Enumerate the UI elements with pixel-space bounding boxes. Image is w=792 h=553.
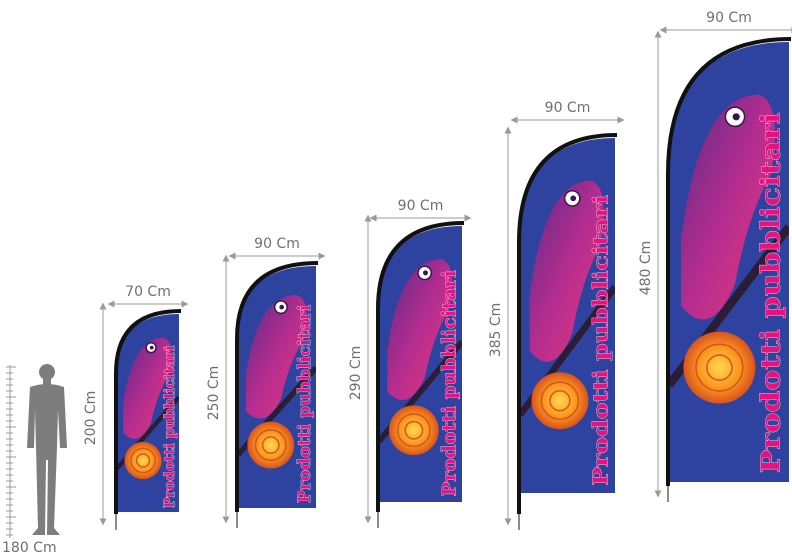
flag-slogan: Prodotti pubblicitari (439, 270, 460, 496)
flag-height-label: 385 Cm (488, 303, 504, 358)
spiral-tail (531, 372, 589, 430)
feather-flag: Prodotti pubblicitari 90 Cm 290 Cm (348, 198, 472, 528)
chameleon-body (387, 259, 453, 401)
person-height-label: 180 Cm (2, 540, 57, 553)
chameleon-body (529, 180, 604, 362)
flag-pole (666, 37, 792, 486)
feather-flag: Prodotti pubblicitari 70 Cm 200 Cm (83, 284, 189, 530)
feather-flag: Prodotti pubblicitari 90 Cm 250 Cm (206, 236, 326, 528)
flag-slogan: Prodotti pubblicitari (162, 346, 178, 508)
flag-width-label: 90 Cm (545, 100, 591, 116)
flag-width-label: 90 Cm (254, 236, 300, 252)
flag-width-label: 90 Cm (706, 10, 752, 26)
flag-height-label: 290 Cm (348, 346, 364, 401)
spiral-tail (388, 405, 439, 456)
flag-height-label: 250 Cm (206, 366, 222, 421)
chameleon-body (123, 337, 172, 439)
spiral-tail (683, 331, 756, 404)
flag-pole (114, 309, 182, 514)
height-ruler (6, 365, 16, 538)
spiral-tail (124, 441, 162, 480)
person-figure: 180 Cm (2, 364, 67, 553)
chameleon-body (681, 94, 775, 320)
feather-flag: Prodotti pubblicitari 90 Cm 385 Cm (488, 100, 625, 530)
chameleon-artwork (238, 295, 316, 469)
flag-width-label: 90 Cm (398, 198, 444, 214)
flag-pole (517, 133, 618, 514)
flag-width-label: 70 Cm (125, 284, 171, 300)
chameleon-artwork (520, 180, 615, 430)
feather-flag: Prodotti pubblicitari 90 Cm 480 Cm (638, 10, 792, 502)
chameleon-body (245, 295, 307, 419)
flag-height-label: 480 Cm (638, 241, 654, 296)
flag-slogan: Prodotti pubblicitari (295, 304, 315, 503)
flag-height-label: 200 Cm (83, 391, 99, 446)
flag-pole (376, 221, 465, 512)
chameleon-artwork (669, 94, 789, 404)
flag-slogan: Prodotti pubblicitari (755, 112, 786, 473)
flag-pole (235, 261, 319, 512)
flag-slogan: Prodotti pubblicitari (587, 195, 612, 486)
chameleon-artwork (117, 337, 179, 480)
person-silhouette (27, 364, 67, 535)
spiral-tail (247, 421, 295, 469)
chameleon-artwork (379, 259, 462, 456)
